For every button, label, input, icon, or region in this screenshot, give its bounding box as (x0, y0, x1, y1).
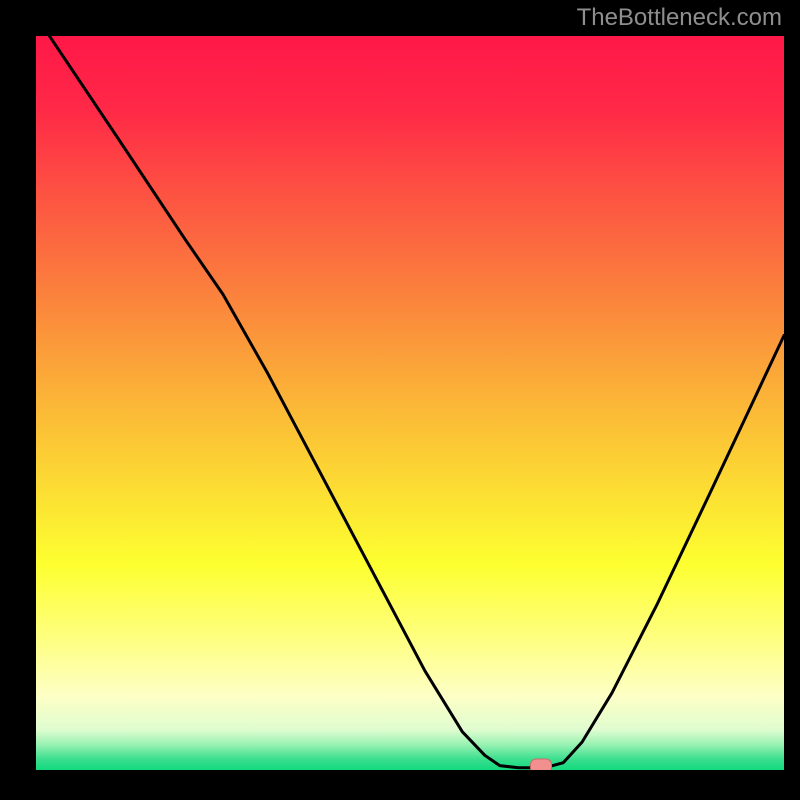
watermark-text: TheBottleneck.com (577, 4, 782, 32)
chart-plot-area (36, 36, 784, 770)
chart-curve-layer (36, 36, 784, 770)
optimal-point-marker (530, 758, 552, 770)
bottleneck-curve (49, 36, 784, 768)
